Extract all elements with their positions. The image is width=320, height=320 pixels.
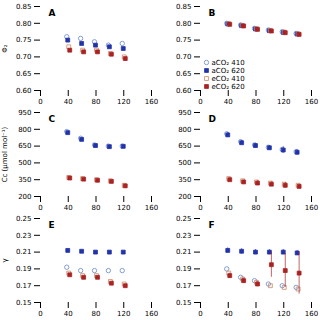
svg-text:0.70: 0.70 <box>176 53 192 61</box>
svg-text:160: 160 <box>305 98 318 106</box>
svg-text:0.80: 0.80 <box>176 20 192 28</box>
svg-text:0.15: 0.15 <box>16 299 32 307</box>
svg-text:0.23: 0.23 <box>176 232 192 240</box>
svg-text:160: 160 <box>305 204 318 212</box>
svg-text:eCO₂ 410: eCO₂ 410 <box>212 75 245 83</box>
svg-text:160: 160 <box>145 310 158 318</box>
svg-text:650: 650 <box>18 142 31 150</box>
svg-text:120: 120 <box>117 204 130 212</box>
svg-text:40: 40 <box>224 204 233 212</box>
svg-text:0.25: 0.25 <box>176 215 192 223</box>
svg-text:350: 350 <box>18 176 31 184</box>
svg-text:F: F <box>209 220 215 230</box>
svg-text:160: 160 <box>145 204 158 212</box>
svg-text:200: 200 <box>178 193 191 201</box>
svg-text:160: 160 <box>145 98 158 106</box>
svg-text:0: 0 <box>38 98 42 106</box>
svg-text:40: 40 <box>64 310 73 318</box>
svg-text:A: A <box>49 8 56 18</box>
svg-text:B: B <box>209 8 216 18</box>
svg-text:E: E <box>49 220 55 230</box>
svg-text:200: 200 <box>18 193 31 201</box>
svg-text:0.60: 0.60 <box>16 87 32 95</box>
svg-text:120: 120 <box>277 204 290 212</box>
svg-text:0.75: 0.75 <box>16 36 32 44</box>
svg-text:0.19: 0.19 <box>16 265 32 273</box>
svg-text:eCO₂ 620: eCO₂ 620 <box>212 83 245 91</box>
svg-text:950: 950 <box>18 109 31 117</box>
svg-text:500: 500 <box>178 159 191 167</box>
svg-text:0: 0 <box>38 310 42 318</box>
svg-text:0.70: 0.70 <box>16 53 32 61</box>
svg-text:40: 40 <box>64 204 73 212</box>
svg-text:0.65: 0.65 <box>16 70 32 78</box>
svg-text:Φ₂: Φ₂ <box>1 44 9 53</box>
svg-text:0.15: 0.15 <box>176 299 192 307</box>
svg-text:80: 80 <box>252 98 261 106</box>
svg-text:350: 350 <box>178 176 191 184</box>
svg-text:aCO₂ 620: aCO₂ 620 <box>212 67 245 75</box>
svg-text:0.60: 0.60 <box>176 87 192 95</box>
svg-text:40: 40 <box>224 310 233 318</box>
svg-text:γ: γ <box>1 258 9 262</box>
svg-text:120: 120 <box>277 98 290 106</box>
svg-text:0.17: 0.17 <box>176 282 192 290</box>
svg-text:160: 160 <box>305 310 318 318</box>
svg-text:80: 80 <box>252 310 261 318</box>
svg-text:0: 0 <box>198 310 202 318</box>
svg-text:80: 80 <box>92 310 101 318</box>
svg-text:0.80: 0.80 <box>16 20 32 28</box>
svg-text:80: 80 <box>92 204 101 212</box>
svg-text:C: C <box>49 114 56 124</box>
svg-text:800: 800 <box>178 126 191 134</box>
svg-text:0.75: 0.75 <box>176 36 192 44</box>
svg-text:40: 40 <box>224 98 233 106</box>
svg-text:0.21: 0.21 <box>176 248 192 256</box>
svg-text:120: 120 <box>117 98 130 106</box>
svg-text:0.85: 0.85 <box>176 3 192 11</box>
svg-text:0: 0 <box>38 204 42 212</box>
svg-text:500: 500 <box>18 159 31 167</box>
svg-text:800: 800 <box>18 126 31 134</box>
svg-text:0.23: 0.23 <box>16 232 32 240</box>
svg-text:80: 80 <box>252 204 261 212</box>
svg-text:D: D <box>209 114 216 124</box>
svg-text:0.19: 0.19 <box>176 265 192 273</box>
svg-text:650: 650 <box>178 142 191 150</box>
svg-text:120: 120 <box>277 310 290 318</box>
svg-text:aCO₂ 410: aCO₂ 410 <box>212 59 245 67</box>
svg-text:0: 0 <box>198 204 202 212</box>
svg-text:0.21: 0.21 <box>16 248 32 256</box>
svg-text:80: 80 <box>92 98 101 106</box>
svg-text:Cc (μmol mol⁻¹): Cc (μmol mol⁻¹) <box>1 126 9 182</box>
svg-text:0.17: 0.17 <box>16 282 32 290</box>
svg-text:950: 950 <box>178 109 191 117</box>
svg-text:0.85: 0.85 <box>16 3 32 11</box>
svg-text:0.65: 0.65 <box>176 70 192 78</box>
svg-text:0.25: 0.25 <box>16 215 32 223</box>
svg-text:40: 40 <box>64 98 73 106</box>
svg-text:0: 0 <box>198 98 202 106</box>
svg-text:120: 120 <box>117 310 130 318</box>
